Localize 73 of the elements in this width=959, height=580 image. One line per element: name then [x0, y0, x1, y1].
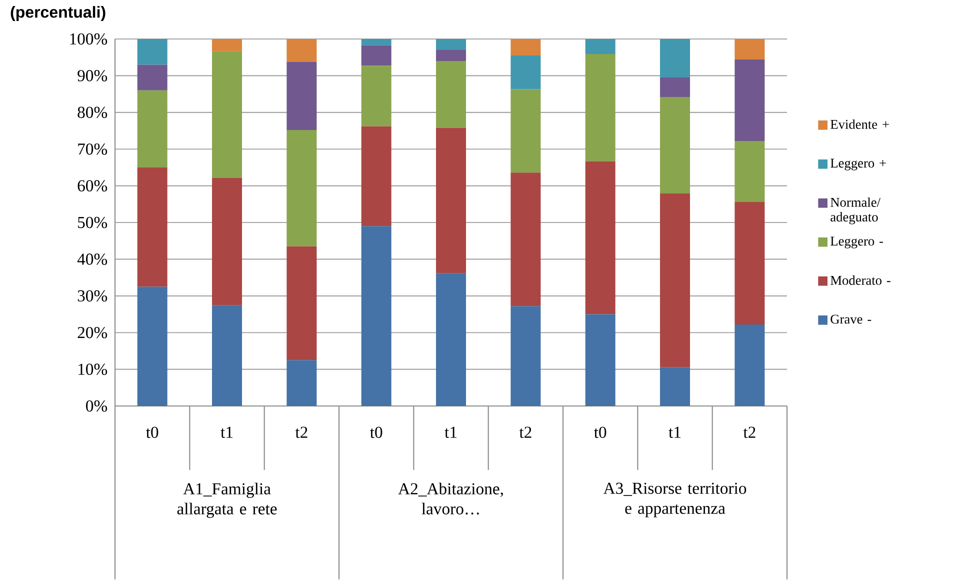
x-tick-label: t0: [146, 426, 158, 438]
bar: [510, 172, 541, 306]
x-tick-label: t1: [220, 426, 232, 438]
bar: [361, 45, 392, 66]
bar: [286, 130, 317, 246]
x-tick-label: t0: [594, 426, 606, 438]
bar: [585, 54, 616, 162]
x-tick-label: t2: [743, 426, 756, 438]
y-tick-label: 80%: [78, 106, 108, 118]
bar: [436, 128, 466, 274]
bar: [212, 39, 242, 52]
bar: [585, 314, 616, 406]
bar: [286, 62, 317, 130]
x-tick-label: t2: [295, 426, 308, 438]
bar: [436, 39, 466, 50]
bar: [660, 78, 690, 98]
bar: [286, 39, 317, 62]
legend-label: Evidente +: [830, 120, 889, 129]
bar: [137, 39, 168, 65]
bar: [286, 246, 317, 360]
bar: [436, 61, 466, 128]
text: A2_Abitazione, lavoro…: [398, 482, 503, 515]
bar: [361, 126, 392, 226]
bar: [212, 51, 242, 178]
y-tick-label: 40%: [77, 254, 108, 265]
y-tick-label: 90%: [78, 70, 108, 82]
x-tick-label: t2: [519, 426, 532, 438]
bar: [734, 324, 765, 406]
bar: [361, 66, 392, 126]
bar: [436, 50, 466, 62]
bar: [734, 141, 765, 202]
bar: [361, 226, 392, 406]
bar: [137, 168, 168, 287]
bar: [734, 60, 765, 142]
y-tick-label: 60%: [78, 180, 108, 192]
legend-label: Moderato -: [830, 276, 890, 285]
bar: [660, 194, 690, 368]
y-tick-label: 100%: [70, 33, 108, 45]
bar: [286, 360, 317, 406]
bar: [585, 161, 616, 314]
bar: [212, 178, 242, 306]
text: A3_Risorse territorio e appartenenza: [603, 482, 746, 518]
bar: [585, 39, 616, 54]
bar: [734, 202, 765, 325]
bar: [510, 306, 541, 406]
x-tick-label: t0: [370, 426, 382, 438]
bar: [660, 367, 690, 406]
bar: [137, 64, 168, 90]
y-tick-label: 30%: [78, 290, 108, 302]
bar: [510, 39, 541, 56]
bar: [361, 39, 392, 46]
y-tick-label: 20%: [78, 327, 108, 338]
legend-label: Normale/ adeguato: [830, 198, 881, 224]
bar: [510, 56, 541, 90]
y-tick-label: 10%: [78, 364, 108, 376]
legend-label: Leggero -: [830, 236, 883, 248]
bar: [510, 89, 541, 173]
legend-label: Leggero +: [830, 158, 886, 170]
bar: [660, 39, 690, 78]
chart-title: (percentuali): [10, 6, 106, 22]
bar: [436, 273, 466, 406]
bar: [137, 286, 168, 406]
bar: [734, 39, 765, 60]
y-tick-label: 50%: [78, 216, 108, 228]
bar: [660, 97, 690, 194]
bar: [137, 90, 168, 168]
legend-label: Grave -: [830, 314, 872, 324]
bar: [212, 305, 242, 406]
x-tick-label: t1: [668, 426, 680, 438]
y-tick-label: 70%: [78, 144, 108, 155]
x-tick-label: t1: [444, 426, 456, 438]
text: A1_Famiglia allargata e rete: [177, 482, 277, 518]
y-tick-label: 0%: [86, 400, 108, 412]
